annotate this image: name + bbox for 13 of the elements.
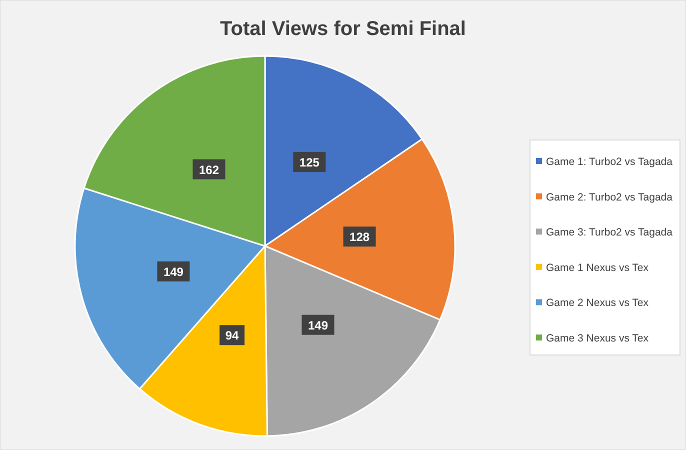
data-label: 149 [308,318,328,332]
legend-label: Game 2: Turbo2 vs Tagada [546,191,673,204]
data-label: 149 [163,264,184,279]
legend-label: Game 1: Turbo2 vs Tagada [546,156,673,168]
data-label: 125 [299,156,320,170]
chart-title: Total Views for Semi Final [220,18,466,40]
data-label: 162 [198,162,220,177]
legend-label: Game 2 Nexus vs Tex [546,297,650,310]
data-label: 94 [225,328,240,343]
data-label: 128 [350,230,370,244]
legend-label: Game 1 Nexus vs Tex [546,262,650,274]
legend-label: Game 3: Turbo2 vs Tagada [546,226,673,239]
legend-label: Game 3 Nexus vs Tex [546,332,650,344]
